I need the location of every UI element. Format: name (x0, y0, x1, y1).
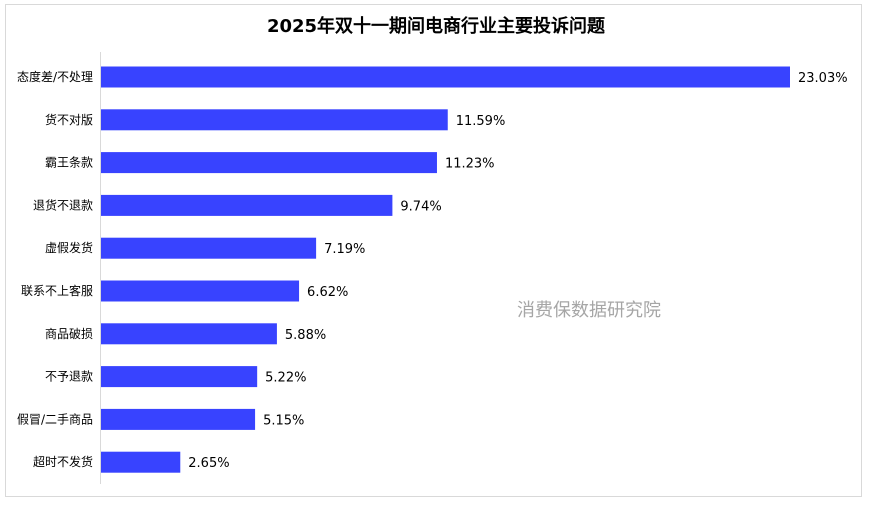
category-label: 假冒/二手商品 (17, 411, 93, 426)
data-label: 2.65% (188, 456, 229, 471)
data-label: 6.62% (307, 285, 348, 300)
category-label: 霸王条款 (45, 156, 93, 170)
data-label: 5.22% (265, 371, 306, 386)
bar (101, 237, 317, 259)
bar (101, 323, 277, 345)
watermark: 消费保数据研究院 (517, 300, 661, 321)
category-label: 货不对版 (45, 112, 93, 127)
chart-frame (5, 4, 862, 497)
category-label: 不予退款 (45, 370, 93, 384)
data-label: 5.88% (285, 328, 326, 343)
category-label: 超时不发货 (33, 454, 93, 469)
data-label: 7.19% (324, 242, 365, 257)
data-label: 23.03% (798, 71, 848, 86)
bar (101, 66, 790, 88)
bar (101, 451, 181, 473)
chart-title: 2025年双十一期间电商行业主要投诉问题 (266, 16, 606, 37)
data-label: 11.59% (456, 114, 506, 129)
category-label: 虚假发货 (45, 240, 93, 255)
bar (101, 109, 448, 131)
bar (101, 366, 258, 388)
bar (101, 280, 300, 302)
data-label: 5.15% (263, 413, 304, 428)
category-label: 联系不上客服 (21, 283, 93, 298)
category-label: 商品破损 (45, 326, 93, 341)
data-label: 9.74% (400, 199, 441, 214)
category-label: 态度差/不处理 (17, 69, 93, 84)
data-label: 11.23% (445, 157, 495, 172)
bar (101, 152, 437, 174)
category-label: 退货不退款 (33, 197, 93, 212)
bar (101, 194, 393, 216)
bar (101, 408, 256, 430)
